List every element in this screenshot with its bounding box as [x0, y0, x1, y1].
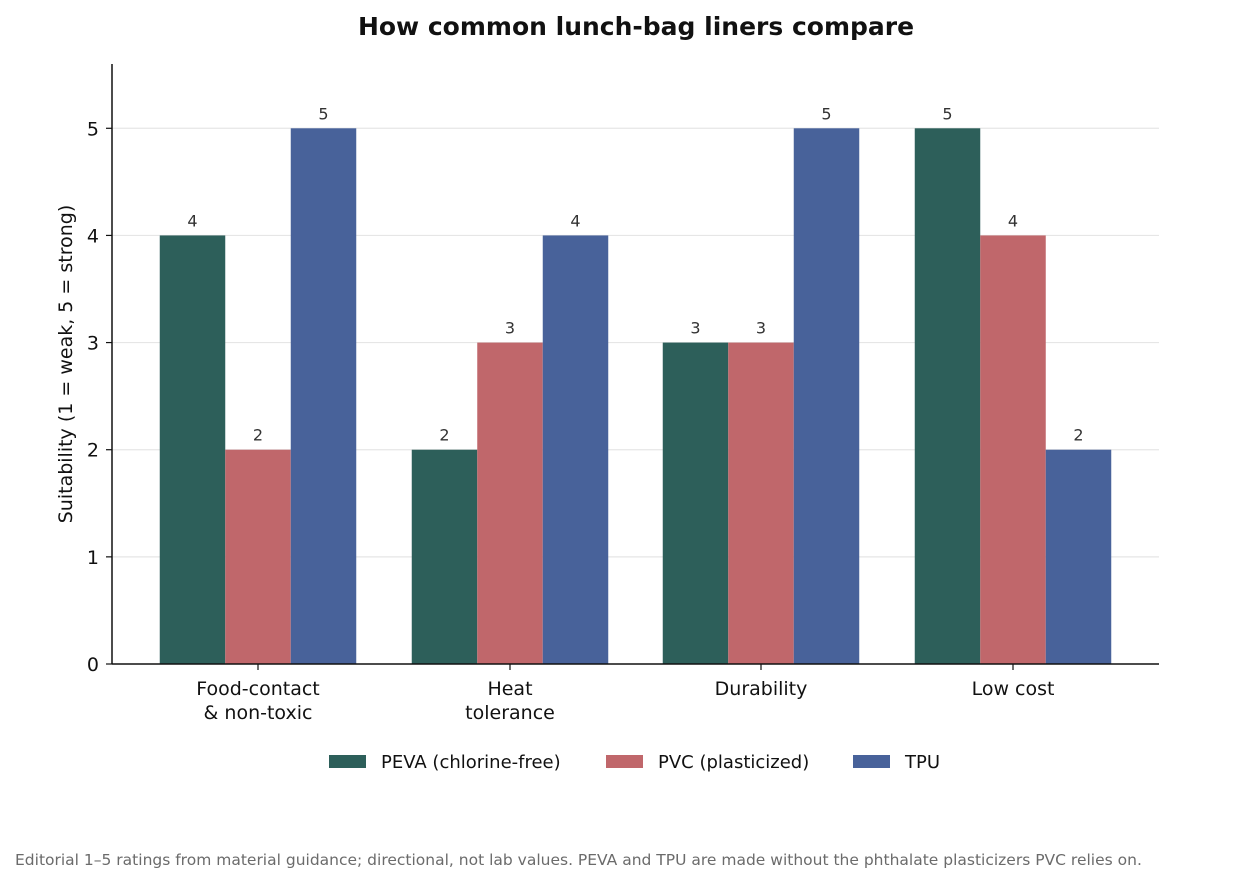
bar	[477, 342, 543, 664]
bar	[728, 342, 794, 664]
y-tick-label: 2	[87, 440, 99, 462]
bar-value-label: 2	[1073, 426, 1083, 445]
bar	[662, 342, 729, 664]
bar-value-label: 4	[570, 211, 580, 230]
x-tick-label: Durability	[715, 678, 808, 700]
y-tick-label: 4	[87, 225, 99, 247]
legend-label: PEVA (chlorine-free)	[381, 752, 561, 773]
data-labels: 4 2 5 2 3 4 3 3 5 5 4 2	[187, 104, 1083, 444]
y-tick-label: 3	[87, 333, 99, 355]
bar	[159, 235, 226, 664]
bar	[225, 449, 291, 664]
legend-label: TPU	[904, 752, 940, 773]
legend-swatch	[606, 755, 643, 768]
bar	[411, 449, 478, 664]
bar-value-label: 3	[505, 319, 515, 338]
bar	[914, 128, 981, 665]
chart-title: How common lunch-bag liners compare	[358, 12, 914, 41]
bar-value-label: 3	[690, 319, 700, 338]
bar	[793, 128, 860, 665]
legend-label: PVC (plasticized)	[658, 752, 809, 773]
legend-swatch	[329, 755, 366, 768]
bar-value-label: 5	[942, 104, 952, 123]
bar-value-label: 4	[187, 211, 197, 230]
y-tick-label: 1	[87, 547, 99, 569]
bar-value-label: 5	[821, 104, 831, 123]
legend: PEVA (chlorine-free) PVC (plasticized) TPU	[329, 752, 940, 773]
bar	[542, 235, 609, 664]
bar	[1045, 449, 1112, 664]
bar	[980, 235, 1046, 664]
bars	[159, 128, 1112, 665]
y-axis-label: Suitability (1 = weak, 5 = strong)	[55, 205, 77, 524]
bar	[290, 128, 357, 665]
x-tick-label: Low cost	[972, 678, 1055, 700]
bar-value-label: 3	[756, 319, 766, 338]
bar-value-label: 5	[318, 104, 328, 123]
y-tick-label: 5	[87, 118, 99, 140]
x-tick-label: Food-contact & non-toxic	[196, 678, 320, 724]
bar-value-label: 2	[439, 426, 449, 445]
y-tick-label: 0	[87, 654, 99, 676]
axes: 0 1 2 3 4 5 Food-contact & non-toxic Heat toleran…	[87, 64, 1159, 724]
legend-swatch	[853, 755, 890, 768]
bar-value-label: 2	[253, 426, 263, 445]
bar-value-label: 4	[1008, 211, 1018, 230]
x-tick-label: Heat tolerance	[465, 678, 555, 724]
footnote: Editorial 1–5 ratings from material guid…	[15, 851, 1142, 869]
